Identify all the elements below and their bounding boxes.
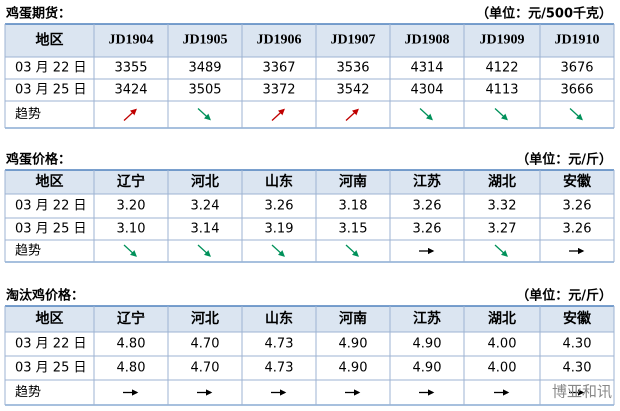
unit-label: （单位：元/斤）	[516, 152, 612, 168]
header-bg	[5, 306, 614, 332]
header-cell: 湖北	[488, 311, 516, 327]
header-cell: JD1905	[182, 33, 227, 48]
watermark: 博亚和讯	[552, 383, 612, 401]
trend-arrow	[271, 244, 285, 257]
header-cell: JD1906	[256, 33, 301, 48]
cell: 3372	[262, 83, 295, 98]
header-cell: 江苏	[413, 310, 441, 327]
cell: 4.90	[413, 361, 442, 376]
cell: 3.32	[488, 199, 517, 214]
row-label: 03 月 22 日	[15, 61, 86, 76]
row-label: 趋势	[15, 384, 41, 400]
cell: 4122	[485, 61, 518, 76]
cell: 4.00	[488, 361, 517, 376]
cell: 4.90	[339, 361, 368, 376]
cell: 4.90	[339, 337, 368, 352]
cell: 4113	[485, 83, 518, 98]
row-label: 趋势	[15, 243, 41, 259]
header-bg	[5, 170, 614, 194]
header-cell: 山东	[265, 310, 293, 327]
header-cell: 河北	[191, 173, 219, 190]
cell: 4.30	[563, 361, 592, 376]
cell: 3.10	[117, 222, 146, 237]
cell: 3.26	[413, 199, 442, 214]
trend-arrow	[345, 244, 359, 257]
row-label: 03 月 22 日	[15, 337, 86, 352]
cell: 3.26	[563, 222, 592, 237]
cell: 3676	[560, 61, 593, 76]
cell: 3505	[188, 83, 221, 98]
cell: 3.14	[191, 222, 220, 237]
trend-arrow	[494, 244, 508, 257]
cell: 3.26	[563, 199, 592, 214]
cell: 3367	[262, 61, 295, 76]
header-cell: 辽宁	[117, 173, 145, 190]
cell: 3355	[114, 61, 147, 76]
header-cell: 安徽	[563, 310, 592, 327]
cell: 4.30	[563, 337, 592, 352]
cell: 3.20	[117, 199, 146, 214]
header-bg	[5, 24, 614, 57]
trend-arrow	[123, 244, 137, 257]
header-cell: JD1908	[404, 33, 449, 48]
cell: 4.00	[488, 337, 517, 352]
section-title: 鸡蛋价格：	[5, 152, 71, 168]
row-label: 03 月 22 日	[15, 199, 86, 214]
cell: 3.26	[413, 222, 442, 237]
header-cell: JD1904	[108, 33, 153, 48]
trend-arrow	[494, 108, 508, 121]
cell: 4.73	[265, 361, 294, 376]
header-cell: 山东	[265, 173, 293, 190]
cell: 4.90	[413, 337, 442, 352]
cell: 3424	[114, 83, 147, 98]
cell: 4.70	[191, 337, 220, 352]
row-label: 趋势	[15, 106, 41, 122]
trend-arrow	[123, 108, 137, 121]
trend-arrow	[345, 108, 359, 121]
cell: 4.70	[191, 361, 220, 376]
header-cell: 河南	[339, 310, 367, 327]
unit-label: （单位：元/斤）	[516, 288, 612, 304]
header-cell: 河北	[191, 310, 219, 327]
header-cell: 江苏	[413, 173, 441, 190]
header-cell: 地区	[36, 173, 64, 190]
header-cell: JD1910	[554, 33, 599, 48]
section-title: 鸡蛋期货：	[5, 6, 71, 22]
header-cell: 辽宁	[117, 310, 145, 327]
cell: 4.80	[117, 337, 146, 352]
cell: 3.18	[339, 199, 368, 214]
cell: 4.80	[117, 361, 146, 376]
cell: 4304	[410, 83, 443, 98]
cell: 3.19	[265, 222, 294, 237]
unit-label: （单位：元/500千克）	[476, 6, 612, 22]
cell: 3.24	[191, 199, 220, 214]
header-cell: 地区	[36, 32, 64, 49]
cell: 3.26	[265, 199, 294, 214]
cell: 3542	[336, 83, 369, 98]
cell: 4314	[410, 61, 443, 76]
header-cell: 湖北	[488, 174, 516, 190]
row-label: 03 月 25 日	[15, 222, 86, 237]
cell: 3666	[560, 83, 593, 98]
cell: 3489	[188, 61, 221, 76]
trend-arrow	[197, 244, 211, 257]
trend-arrow	[569, 108, 583, 121]
header-cell: JD1907	[330, 33, 375, 48]
header-cell: 河南	[339, 173, 367, 190]
trend-arrow	[197, 108, 211, 121]
cell: 4.73	[265, 337, 294, 352]
trend-arrow	[271, 108, 285, 121]
section-title: 淘汰鸡价格：	[6, 288, 84, 304]
header-cell: JD1909	[479, 33, 524, 48]
row-label: 03 月 25 日	[15, 361, 86, 376]
header-cell: 安徽	[563, 173, 592, 190]
header-cell: 地区	[36, 310, 64, 327]
cell: 3536	[336, 61, 369, 76]
trend-arrow	[419, 108, 433, 121]
row-label: 03 月 25 日	[15, 83, 86, 98]
cell: 3.15	[339, 222, 368, 237]
cell: 3.27	[488, 222, 517, 237]
